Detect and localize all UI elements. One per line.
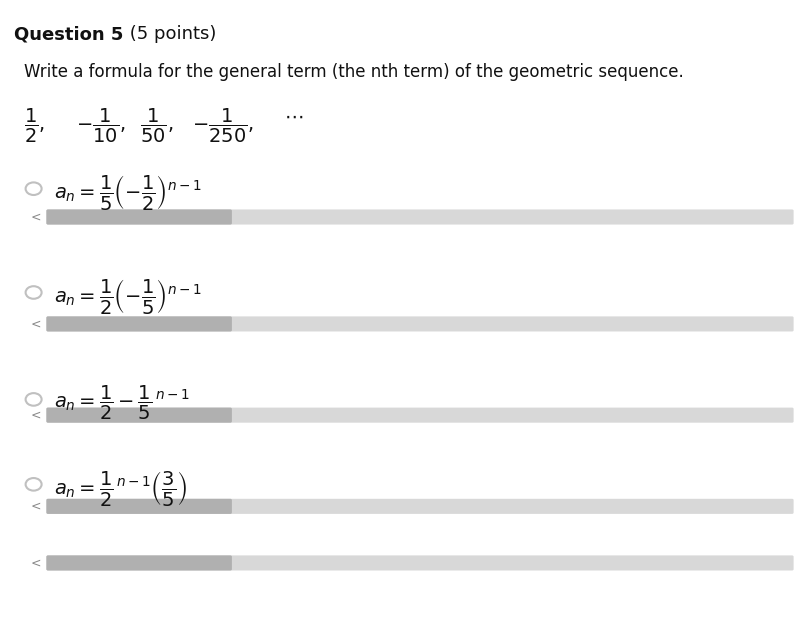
Text: (5 points): (5 points) — [124, 25, 216, 43]
Text: <: < — [31, 211, 42, 223]
Text: <: < — [31, 500, 42, 513]
Text: $\dfrac{1}{50},$: $\dfrac{1}{50},$ — [140, 107, 174, 145]
FancyBboxPatch shape — [46, 209, 794, 225]
FancyBboxPatch shape — [46, 316, 232, 331]
FancyBboxPatch shape — [46, 316, 794, 331]
Text: <: < — [31, 318, 42, 330]
Text: Write a formula for the general term (the nth term) of the geometric sequence.: Write a formula for the general term (th… — [24, 63, 684, 81]
Text: >: > — [798, 318, 800, 330]
Text: $a_n = \dfrac{1}{2}^{\,n-1}\left(\dfrac{3}{5}\right)$: $a_n = \dfrac{1}{2}^{\,n-1}\left(\dfrac{… — [54, 469, 188, 508]
Text: $-\dfrac{1}{10},$: $-\dfrac{1}{10},$ — [76, 107, 126, 145]
FancyBboxPatch shape — [46, 408, 794, 423]
Text: $a_n = \dfrac{1}{5}\left(-\dfrac{1}{2}\right)^{n-1}$: $a_n = \dfrac{1}{5}\left(-\dfrac{1}{2}\r… — [54, 173, 202, 212]
Text: $-\dfrac{1}{250},$: $-\dfrac{1}{250},$ — [192, 107, 254, 145]
Text: >: > — [798, 557, 800, 569]
FancyBboxPatch shape — [46, 209, 232, 225]
Text: $a_n = \dfrac{1}{2}\left(-\dfrac{1}{5}\right)^{n-1}$: $a_n = \dfrac{1}{2}\left(-\dfrac{1}{5}\r… — [54, 277, 202, 316]
FancyBboxPatch shape — [46, 499, 232, 514]
FancyBboxPatch shape — [46, 555, 232, 571]
FancyBboxPatch shape — [46, 499, 794, 514]
Text: >: > — [798, 211, 800, 223]
Text: $\cdots$: $\cdots$ — [284, 107, 303, 126]
Text: <: < — [31, 557, 42, 569]
Text: $\dfrac{1}{2},$: $\dfrac{1}{2},$ — [24, 107, 45, 145]
Text: $a_n = \dfrac{1}{2} - \dfrac{1}{5}^{\,n-1}$: $a_n = \dfrac{1}{2} - \dfrac{1}{5}^{\,n-… — [54, 384, 190, 422]
Text: <: < — [31, 409, 42, 421]
FancyBboxPatch shape — [46, 408, 232, 423]
Text: >: > — [798, 500, 800, 513]
Text: >: > — [798, 409, 800, 421]
Text: Question 5: Question 5 — [14, 25, 124, 43]
FancyBboxPatch shape — [46, 555, 794, 571]
